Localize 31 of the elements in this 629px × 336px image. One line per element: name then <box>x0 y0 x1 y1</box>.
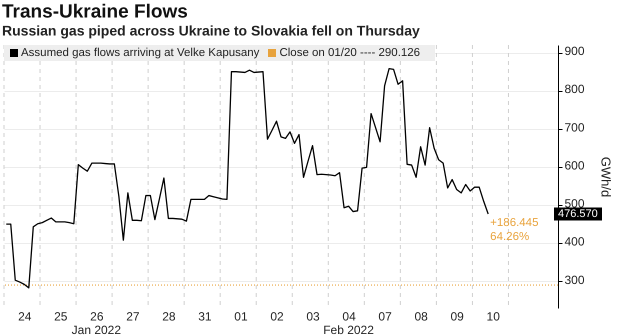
y-tick-label: 300 <box>564 272 585 287</box>
x-tick-label: 01 <box>234 310 248 324</box>
annotation: 476.570 <box>558 208 598 220</box>
y-tick-label: 400 <box>564 234 585 249</box>
chart-subtitle: Russian gas piped across Ukraine to Slovakia fell on Thursday <box>2 22 420 38</box>
chart-title: Trans-Ukraine Flows <box>2 2 188 22</box>
y-tick-label: 800 <box>564 82 585 96</box>
x-tick-label: 28 <box>162 310 176 324</box>
y-axis-title: GWh/d <box>598 156 614 198</box>
y-tick-label: 700 <box>564 120 585 134</box>
text: Jan 2022 <box>72 323 122 336</box>
x-tick-label: 09 <box>450 310 464 324</box>
x-tick-label: 04 <box>342 310 356 324</box>
annotation: +186.445 <box>490 217 538 230</box>
y-tick-label: 900 <box>564 44 585 58</box>
x-tick-label: 27 <box>126 310 140 324</box>
x-tick-label: 07 <box>378 310 392 324</box>
x-tick-label: 02 <box>270 310 284 324</box>
x-tick-label: 31 <box>198 310 212 324</box>
x-tick-label: 10 <box>486 310 500 324</box>
x-tick-label: 03 <box>306 310 320 324</box>
annotation: 64.26% <box>490 231 530 244</box>
y-tick-label: 600 <box>564 158 585 172</box>
line-series <box>6 68 489 288</box>
legend-label: Close on 01/20 ---- 290.126 <box>278 47 420 59</box>
text: Feb 2022 <box>323 323 374 336</box>
legend-label: Assumed gas flows arriving at Velke Kapusany <box>20 47 260 59</box>
x-tick-label: 24 <box>18 310 32 324</box>
x-tick-label: 25 <box>54 310 68 324</box>
x-tick-label: 26 <box>90 310 104 324</box>
x-tick-label: 08 <box>414 310 428 324</box>
